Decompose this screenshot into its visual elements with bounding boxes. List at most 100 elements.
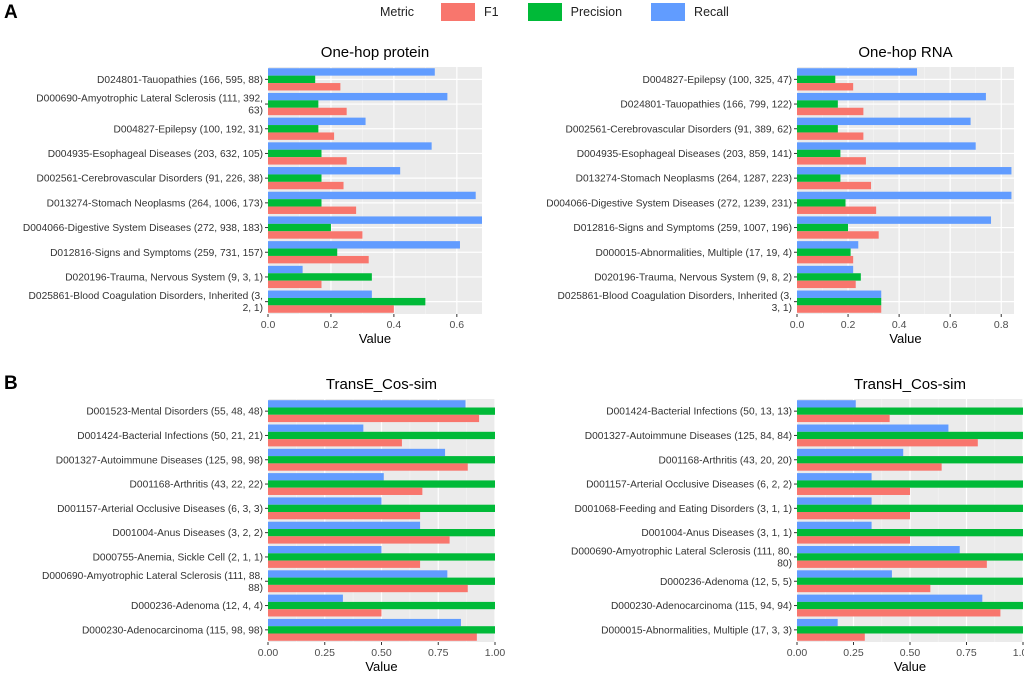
bar-f1 xyxy=(797,231,879,239)
bar-recall xyxy=(797,167,1012,175)
category-label: D001004-Anus Diseases (3, 2, 2) xyxy=(112,528,263,539)
category-label: D002561-Cerebrovascular Disorders (91, 2… xyxy=(36,174,263,185)
bar-f1 xyxy=(268,584,468,593)
bar-recall xyxy=(797,594,983,602)
category-label: D000015-Abnormalities, Multiple (17, 3, … xyxy=(601,625,792,636)
bar-precision xyxy=(268,223,331,232)
bar-recall xyxy=(268,216,482,224)
bar-f1 xyxy=(268,511,421,520)
bar-precision xyxy=(268,504,495,512)
category-label: D000015-Abnormalities, Multiple (17, 19,… xyxy=(596,248,793,259)
bar-f1 xyxy=(797,83,854,91)
bar-precision xyxy=(268,100,319,108)
x-tick-label: 1.00 xyxy=(1013,647,1024,659)
bar-f1 xyxy=(268,487,423,495)
category-label: D001424-Bacterial Infections (50, 13, 13… xyxy=(606,407,792,418)
bar-precision xyxy=(797,456,1023,464)
x-tick-label: 0.00 xyxy=(258,647,279,659)
bar-precision xyxy=(797,529,1023,537)
bar-f1 xyxy=(797,560,987,568)
bar-precision xyxy=(268,273,372,281)
category-label: 63) xyxy=(248,106,263,117)
category-label: D001168-Arthritis (43, 22, 22) xyxy=(130,480,263,491)
bar-recall xyxy=(268,546,382,554)
bar-f1 xyxy=(268,255,369,264)
bar-f1 xyxy=(268,231,363,239)
bar-precision xyxy=(268,149,322,158)
category-label: D001424-Bacterial Infections (50, 21, 21… xyxy=(77,431,263,442)
legend: Metric F1 Precision Recall xyxy=(380,0,757,24)
category-label: D001523-Mental Disorders (55, 48, 48) xyxy=(86,407,263,418)
bar-recall xyxy=(797,424,949,432)
bar-recall xyxy=(797,142,976,150)
category-label: D000755-Anemia, Sickle Cell (2, 1, 1) xyxy=(93,552,263,563)
bar-precision xyxy=(268,529,495,537)
legend-title: Metric xyxy=(380,5,415,19)
bar-recall xyxy=(797,400,856,408)
bar-precision xyxy=(797,601,1023,610)
bar-f1 xyxy=(797,107,864,116)
bar-f1 xyxy=(797,414,890,423)
x-tick-label: 0.25 xyxy=(843,647,864,659)
x-tick-label: 0.4 xyxy=(892,319,907,331)
bar-precision xyxy=(797,125,838,133)
bar-recall xyxy=(268,142,432,150)
legend-key-f1 xyxy=(440,2,477,22)
legend-item-f1: F1 xyxy=(440,2,499,22)
category-label: D024801-Tauopathies (166, 799, 122) xyxy=(620,100,792,111)
category-label: D001068-Feeding and Eating Disorders (3,… xyxy=(575,504,792,515)
bar-recall xyxy=(268,618,461,627)
bar-recall xyxy=(268,117,366,126)
x-tick-label: 0.25 xyxy=(315,647,336,659)
bar-precision xyxy=(797,297,882,306)
bar-f1 xyxy=(268,83,341,91)
x-tick-label: 0.6 xyxy=(450,319,465,331)
bar-recall xyxy=(797,521,872,530)
legend-item-recall: Recall xyxy=(650,2,729,22)
bar-f1 xyxy=(268,560,421,568)
category-label: D000690-Amyotrophic Lateral Sclerosis (1… xyxy=(571,546,792,557)
category-label: D000230-Adenocarcinoma (115, 94, 94) xyxy=(611,601,792,612)
panel-label-b: B xyxy=(4,373,18,394)
panel-label-a: A xyxy=(4,2,18,23)
category-label: D004827-Epilepsy (100, 325, 47) xyxy=(642,75,792,86)
bar-precision xyxy=(797,223,849,232)
bar-f1 xyxy=(797,584,931,593)
bar-f1 xyxy=(797,487,910,495)
x-tick-label: 0.75 xyxy=(428,647,449,659)
chart-one-hop-rna: 0.0 0.2 0.4 0.6 0.8 D004827-Epilepsy (100, 32… xyxy=(546,44,1014,346)
bar-precision xyxy=(797,553,1023,561)
bar-precision xyxy=(268,125,319,133)
bar-f1 xyxy=(268,414,480,423)
bar-recall xyxy=(797,117,971,126)
bar-precision xyxy=(268,248,338,256)
bar-precision xyxy=(797,577,1023,585)
chart-transh-cos-sim: 0.00 0.25 0.50 0.75 1.00 D001424-Bacterial In… xyxy=(571,376,1024,673)
category-label: D004827-Epilepsy (100, 192, 31) xyxy=(113,124,263,135)
bar-precision xyxy=(268,297,426,306)
x-tick-label: 0.8 xyxy=(994,319,1009,331)
x-tick-label: 0.50 xyxy=(371,647,392,659)
bar-precision xyxy=(797,75,836,84)
bar-recall xyxy=(797,473,872,481)
category-label: D012816-Signs and Symptoms (259, 731, 15… xyxy=(50,248,263,259)
bar-f1 xyxy=(268,305,394,313)
bar-recall xyxy=(797,92,986,101)
category-label: D025861-Blood Coagulation Disorders, Inh… xyxy=(558,291,792,302)
bar-recall xyxy=(797,618,838,627)
bar-precision xyxy=(797,407,1023,415)
x-tick-label: 0.00 xyxy=(787,647,808,659)
bar-recall xyxy=(268,424,364,432)
x-tick-label: 0.50 xyxy=(900,647,921,659)
bar-precision xyxy=(797,273,861,281)
bar-precision xyxy=(268,75,316,84)
bar-f1 xyxy=(268,536,450,544)
bar-precision xyxy=(268,626,495,634)
bar-recall xyxy=(268,570,448,578)
category-label: D001327-Autoimmune Diseases (125, 98, 98… xyxy=(56,455,263,466)
bar-f1 xyxy=(797,181,872,190)
category-label: D000236-Adenoma (12, 5, 5) xyxy=(660,577,792,588)
bar-recall xyxy=(268,594,343,602)
bar-recall xyxy=(797,191,1012,200)
category-label: D001157-Arterial Occlusive Diseases (6, … xyxy=(586,480,792,491)
